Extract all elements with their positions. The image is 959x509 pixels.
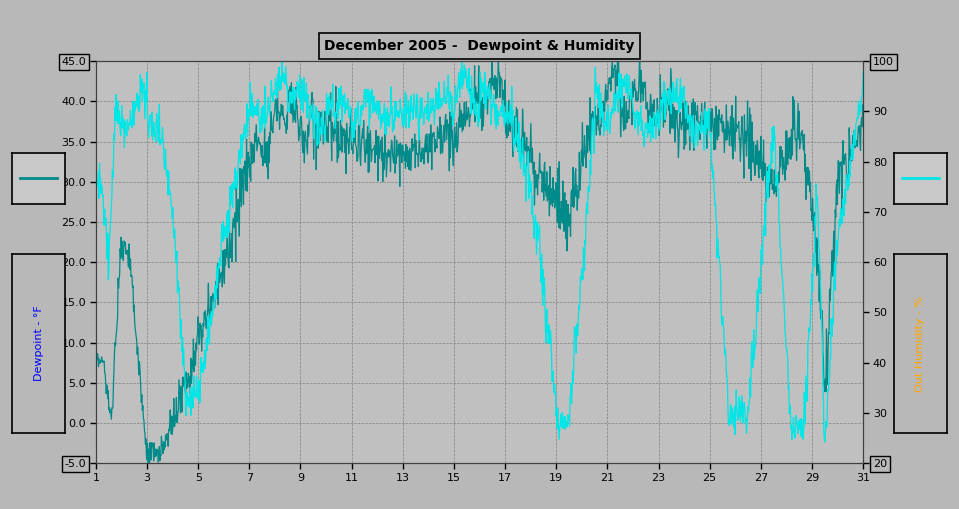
Text: Out Humidity - %: Out Humidity - % (915, 296, 925, 391)
Title: December 2005 -  Dewpoint & Humidity: December 2005 - Dewpoint & Humidity (324, 39, 635, 53)
Text: Dewpoint - °F: Dewpoint - °F (34, 306, 44, 381)
